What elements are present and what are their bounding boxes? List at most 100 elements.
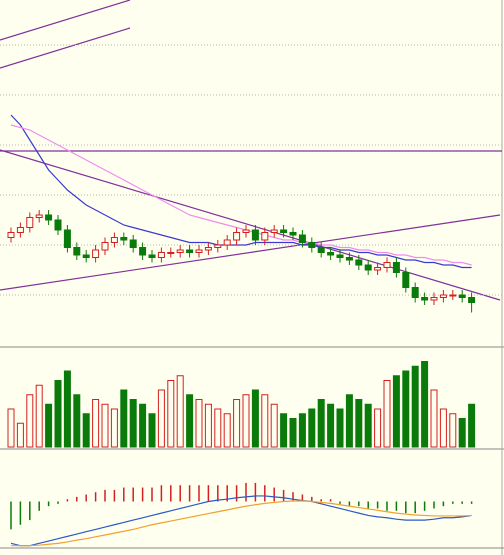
- candle-body: [167, 252, 175, 254]
- candle-body: [449, 294, 457, 297]
- volume-bar: [345, 394, 353, 448]
- candle-body: [223, 239, 231, 246]
- candle-body: [421, 297, 429, 301]
- volume-bar: [186, 394, 194, 448]
- volume-bar: [280, 413, 288, 448]
- trend-line: [0, 214, 501, 291]
- volume-bar: [45, 403, 53, 448]
- volume-bar: [251, 389, 259, 448]
- candle-body: [411, 287, 419, 298]
- candle-body: [327, 252, 335, 256]
- candle-body: [289, 232, 297, 236]
- candle-body: [374, 267, 382, 271]
- line: [10, 124, 472, 266]
- candle-body: [233, 232, 241, 241]
- candle-body: [204, 247, 212, 251]
- candle-body: [468, 297, 476, 303]
- volume-bar: [16, 422, 24, 448]
- candle-body: [45, 214, 53, 221]
- volume-bar: [26, 394, 34, 448]
- volume-bar: [73, 394, 81, 448]
- volume-bar: [308, 408, 316, 448]
- candle-body: [345, 257, 353, 261]
- volume-bar: [233, 399, 241, 448]
- volume-bar: [411, 365, 419, 448]
- volume-bar: [167, 380, 175, 448]
- volume-bar: [195, 399, 203, 448]
- candle-body: [129, 239, 137, 248]
- trend-line: [0, 149, 501, 301]
- candle-body: [101, 242, 109, 251]
- trend-line: [0, 27, 131, 69]
- volume-bar: [327, 403, 335, 448]
- volume-bar: [392, 375, 400, 448]
- volume-bar: [129, 399, 137, 448]
- volume-bar: [223, 413, 231, 448]
- candle-body: [195, 249, 203, 253]
- candle-body: [392, 262, 400, 273]
- candle-body: [139, 247, 147, 256]
- candle-body: [26, 217, 34, 228]
- candle-body: [355, 259, 363, 266]
- volume-bar: [82, 413, 90, 448]
- candle-body: [186, 249, 194, 253]
- candle-body: [439, 294, 447, 298]
- candle-body: [157, 252, 165, 258]
- volume-bar: [139, 403, 147, 448]
- candle-body: [458, 294, 466, 298]
- candle-body: [383, 262, 391, 268]
- volume-bar: [63, 370, 71, 448]
- candle-body: [270, 229, 278, 233]
- candle-body: [92, 249, 100, 258]
- line: [11, 500, 472, 547]
- candle-body: [251, 229, 259, 241]
- candle-body: [430, 297, 438, 301]
- candle-body: [16, 227, 24, 233]
- candle-body: [364, 264, 372, 271]
- volume-bar: [148, 413, 156, 448]
- candle-body: [148, 254, 156, 258]
- volume-bar: [383, 380, 391, 448]
- volume-bar: [110, 408, 118, 448]
- candle-body: [336, 254, 344, 258]
- volume-bar: [449, 413, 457, 448]
- volume-bar: [355, 399, 363, 448]
- volume-bar: [54, 380, 62, 448]
- volume-bar: [364, 403, 372, 448]
- volume-bar: [317, 399, 325, 448]
- candle-body: [308, 242, 316, 248]
- volume-bar: [298, 413, 306, 448]
- candle-body: [261, 232, 269, 241]
- trend-lines: [0, 0, 502, 301]
- volume-bar: [458, 418, 466, 448]
- candle-body: [35, 214, 43, 218]
- candle-body: [63, 229, 71, 248]
- candle-body: [402, 272, 410, 288]
- line: [10, 495, 472, 547]
- volume-bar: [336, 408, 344, 448]
- volume-bar: [204, 403, 212, 448]
- trend-line: [0, 0, 131, 41]
- volume-bar: [157, 389, 165, 448]
- volume-bar: [120, 389, 128, 448]
- volume-bar: [242, 394, 250, 448]
- volume-bar: [176, 375, 184, 448]
- volume-bar: [7, 408, 15, 448]
- volume-bar: [35, 384, 43, 448]
- candle-body: [54, 219, 62, 231]
- candle-body: [110, 237, 118, 243]
- volume-bar: [214, 408, 222, 448]
- volume-bar: [101, 403, 109, 448]
- volume-bar: [439, 408, 447, 448]
- candle-body: [120, 237, 128, 241]
- volume-bar: [430, 389, 438, 448]
- volume-bar: [270, 403, 278, 448]
- candle-body: [280, 229, 288, 233]
- candle-body: [317, 247, 325, 253]
- volume-bar: [421, 361, 429, 448]
- candle-body: [298, 234, 306, 243]
- candle-body: [176, 249, 184, 253]
- volume-bar: [374, 408, 382, 448]
